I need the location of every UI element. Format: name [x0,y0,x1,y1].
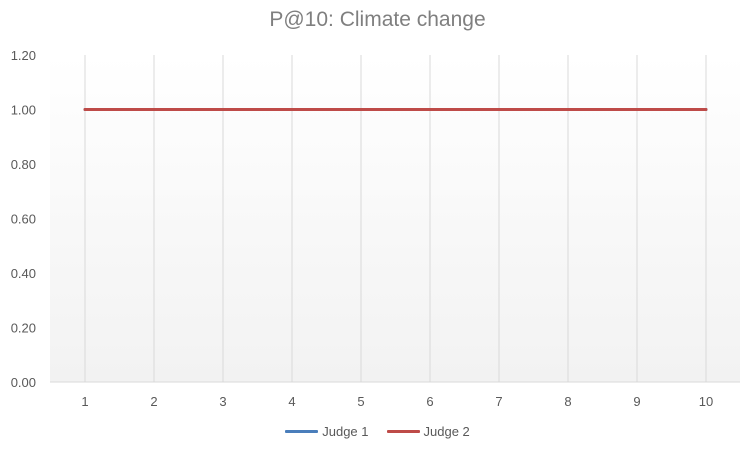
x-tick-label: 7 [495,394,502,409]
x-tick-label: 9 [633,394,640,409]
legend-label-judge-1: Judge 1 [322,424,369,439]
x-tick-label: 8 [564,394,571,409]
x-tick-label: 2 [150,394,157,409]
chart-legend: Judge 1 Judge 2 [0,424,755,439]
legend-swatch-judge-1 [285,430,319,433]
y-tick-label: 1.20 [11,48,36,63]
x-tick-label: 5 [357,394,364,409]
legend-item-judge-2: Judge 2 [386,424,470,439]
y-tick-label: 0.60 [11,212,36,227]
y-tick-label: 0.80 [11,157,36,172]
x-tick-label: 4 [288,394,295,409]
legend-item-judge-1: Judge 1 [285,424,369,439]
x-tick-label: 3 [219,394,226,409]
y-tick-label: 0.20 [11,321,36,336]
x-tick-label: 10 [699,394,713,409]
x-tick-label: 1 [81,394,88,409]
chart-title: P@10: Climate change [269,8,486,31]
y-tick-label: 0.40 [11,266,36,281]
y-tick-label: 0.00 [11,375,36,390]
y-tick-label: 1.00 [11,103,36,118]
x-tick-label: 6 [426,394,433,409]
legend-label-judge-2: Judge 2 [423,424,470,439]
legend-swatch-judge-2 [386,430,420,433]
